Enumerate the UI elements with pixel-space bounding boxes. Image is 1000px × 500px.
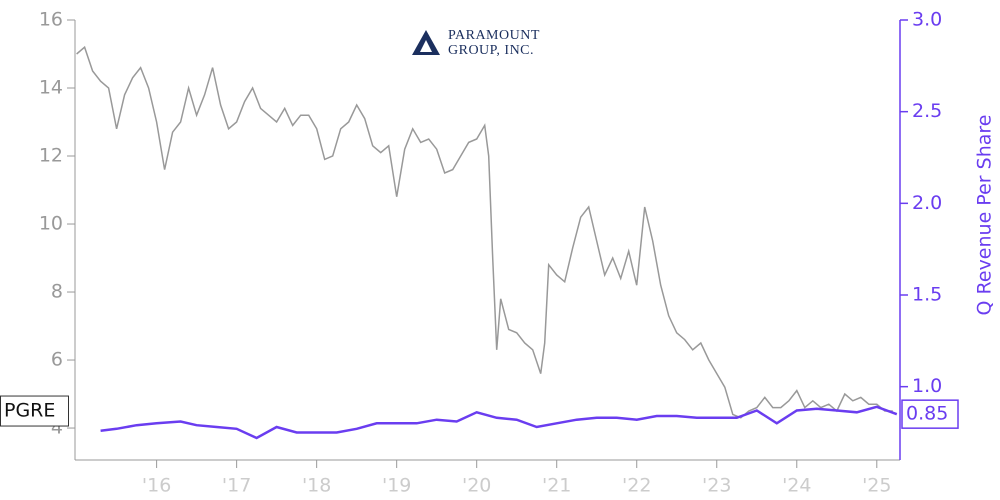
series-label-box (0, 395, 69, 427)
series-line (100, 405, 898, 440)
y2-axis-title: Q Revenue Per Share (974, 115, 996, 316)
value-label-box (901, 399, 959, 429)
y2-tick-label: 1.5 (912, 284, 942, 306)
x-tick-label: '23 (702, 475, 731, 497)
y-tick-label: 12 (39, 145, 63, 167)
logo-text: PARAMOUNT (448, 28, 540, 43)
x-tick-label: '20 (462, 475, 491, 497)
logo-mark-inner (420, 40, 432, 52)
y-tick-label: 8 (51, 281, 63, 303)
x-tick-label: '21 (542, 475, 571, 497)
x-tick-label: '19 (382, 475, 411, 497)
logo-text: GROUP, INC. (448, 43, 534, 58)
x-tick-label: '16 (142, 475, 171, 497)
y2-tick-label: 1.0 (912, 375, 942, 397)
y2-tick-label: 2.5 (912, 100, 942, 122)
x-tick-label: '25 (862, 475, 891, 497)
y-tick-label: 14 (39, 77, 63, 99)
series-label: PGRE (4, 400, 55, 422)
value-label: 0.85 (906, 403, 948, 425)
x-tick-label: '24 (782, 475, 811, 497)
y2-tick-label: 3.0 (912, 9, 942, 31)
series-line (76, 45, 893, 419)
y-tick-label: 6 (51, 349, 63, 371)
x-tick-label: '18 (302, 475, 331, 497)
y-tick-label: 16 (39, 9, 63, 31)
x-tick-label: '22 (622, 475, 651, 497)
y2-tick-label: 2.0 (912, 192, 942, 214)
y-tick-label: 10 (39, 213, 63, 235)
x-tick-label: '17 (222, 475, 251, 497)
